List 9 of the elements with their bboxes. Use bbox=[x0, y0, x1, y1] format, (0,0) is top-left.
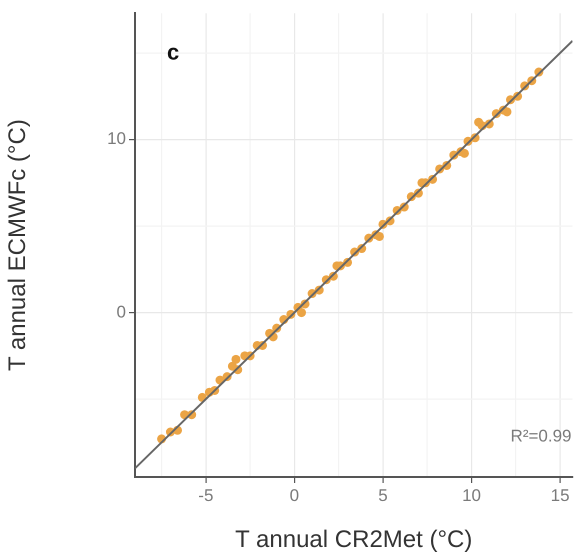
x-tick-label: 10 bbox=[462, 486, 481, 505]
x-tick-label: 5 bbox=[378, 486, 388, 505]
x-axis-title: T annual CR2Met (°C) bbox=[235, 526, 472, 554]
annotation: c bbox=[167, 39, 180, 64]
x-tick-label: -5 bbox=[198, 486, 214, 505]
x-tick-label: 15 bbox=[550, 486, 570, 505]
x-tick-label: 0 bbox=[290, 486, 300, 505]
annotation: R²=0.99 bbox=[510, 426, 572, 446]
y-axis-title: T annual ECMWFc (°C) bbox=[4, 119, 32, 372]
